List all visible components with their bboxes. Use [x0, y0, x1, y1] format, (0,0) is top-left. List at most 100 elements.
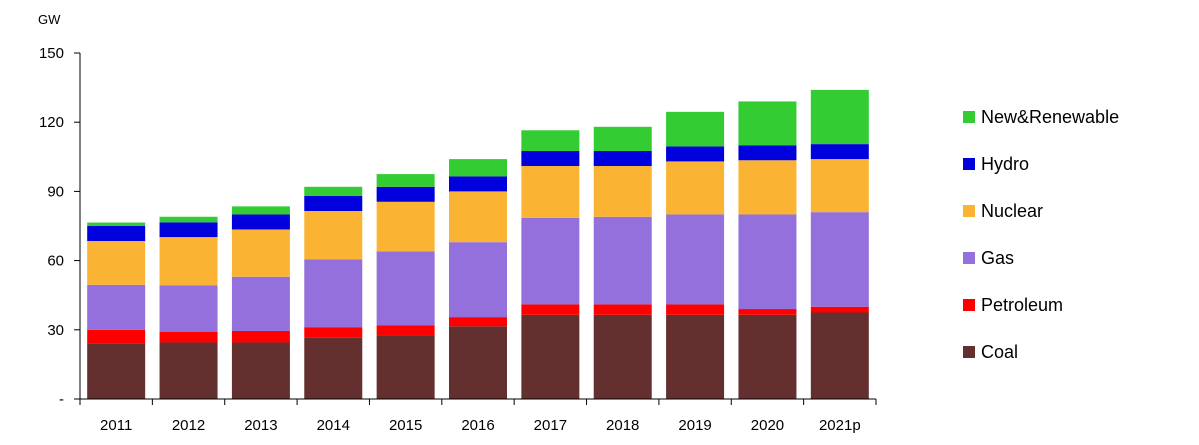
bar-segment-petroleum-2020 — [738, 309, 797, 315]
legend-item-petroleum: Petroleum — [963, 295, 1063, 315]
x-tick-label: 2012 — [172, 417, 205, 434]
y-tick-label: 90 — [47, 183, 64, 200]
bar-segment-gas-2019 — [666, 214, 725, 305]
axes-layer: - 30 60 90 120 150 2011 2012 2013 2014 2015 2016 201… — [39, 45, 877, 434]
bar-segment-gas-2020 — [738, 214, 797, 310]
bar-segment-new-renewable-2014 — [304, 186, 363, 197]
bar-segment-nuclear-2012 — [159, 237, 218, 286]
bar-segment-nuclear-2015 — [376, 201, 435, 252]
y-tick-label: 120 — [39, 114, 64, 131]
y-tick-label: - — [59, 391, 64, 408]
bar-segment-gas-2015 — [376, 251, 435, 326]
bar-segment-hydro-2012 — [159, 222, 218, 238]
bar-segment-nuclear-2013 — [231, 229, 290, 277]
legend-label: Petroleum — [981, 295, 1063, 315]
y-tick-label: 60 — [47, 253, 64, 270]
legend-item-coal: Coal — [963, 342, 1018, 362]
bar-segment-nuclear-2020 — [738, 160, 797, 215]
x-tick-label: 2016 — [461, 417, 494, 434]
bar-segment-new-renewable-2021p — [810, 89, 869, 145]
bar-segment-coal-2013 — [231, 342, 290, 399]
legend-item-nuclear: Nuclear — [963, 201, 1043, 221]
legend-swatch — [963, 346, 975, 358]
bar-segment-nuclear-2016 — [449, 191, 507, 243]
bar-segment-coal-2018 — [593, 314, 652, 399]
bar-segment-gas-2021p — [810, 212, 869, 307]
bar-segment-coal-2017 — [521, 314, 580, 399]
bar-segment-nuclear-2019 — [666, 161, 725, 215]
x-tick-label: 2017 — [534, 417, 567, 434]
bar-segment-new-renewable-2011 — [87, 222, 146, 226]
legend-swatch — [963, 299, 975, 311]
x-tick-label: 2011 — [100, 417, 132, 434]
bar-segment-petroleum-2017 — [521, 304, 580, 315]
bar-segment-gas-2011 — [87, 284, 146, 330]
bar-segment-petroleum-2018 — [593, 304, 652, 315]
bar-segment-hydro-2018 — [593, 151, 652, 167]
legend-swatch — [963, 205, 975, 217]
bar-segment-hydro-2017 — [521, 151, 580, 167]
x-tick-label: 2015 — [389, 417, 422, 434]
bar-segment-petroleum-2021p — [810, 306, 869, 313]
bars-layer — [87, 89, 869, 399]
bar-segment-hydro-2013 — [231, 214, 290, 230]
bar-segment-coal-2015 — [376, 335, 435, 399]
legend: New&Renewable Hydro Nuclear Gas Petroleum Coa… — [963, 107, 1119, 362]
bar-segment-gas-2014 — [304, 259, 363, 328]
legend-item-hydro: Hydro — [963, 154, 1029, 174]
bar-segment-new-renewable-2018 — [593, 126, 652, 152]
bar-segment-nuclear-2018 — [593, 166, 652, 217]
bar-segment-new-renewable-2020 — [738, 101, 797, 146]
bar-segment-hydro-2015 — [376, 186, 435, 202]
legend-swatch — [963, 158, 975, 170]
bar-segment-petroleum-2019 — [666, 304, 725, 315]
bar-segment-gas-2017 — [521, 217, 580, 305]
bar-segment-petroleum-2013 — [231, 330, 290, 343]
bar-segment-gas-2016 — [449, 242, 507, 318]
bar-segment-petroleum-2014 — [304, 327, 363, 338]
bar-segment-new-renewable-2012 — [159, 216, 218, 223]
x-tick-label: 2018 — [606, 417, 639, 434]
bar-segment-coal-2012 — [159, 342, 218, 399]
bar-segment-coal-2016 — [449, 326, 507, 399]
bar-segment-new-renewable-2015 — [376, 174, 435, 187]
x-tick-label: 2019 — [678, 417, 711, 434]
bar-segment-coal-2014 — [304, 337, 363, 399]
bar-segment-nuclear-2021p — [810, 159, 869, 213]
bar-segment-new-renewable-2013 — [231, 206, 290, 215]
bar-segment-gas-2018 — [593, 216, 652, 305]
bar-segment-hydro-2016 — [449, 176, 507, 192]
bar-segment-new-renewable-2017 — [521, 130, 580, 152]
legend-item-gas: Gas — [963, 248, 1014, 268]
bar-segment-hydro-2019 — [666, 146, 725, 162]
legend-label: Coal — [981, 342, 1018, 362]
bar-segment-petroleum-2016 — [449, 317, 507, 327]
legend-swatch — [963, 252, 975, 264]
bar-segment-petroleum-2011 — [87, 329, 146, 344]
legend-swatch — [963, 111, 975, 123]
x-tick-label: 2021p — [819, 417, 861, 434]
bar-segment-hydro-2020 — [738, 145, 797, 161]
bar-segment-nuclear-2011 — [87, 240, 146, 285]
bar-segment-hydro-2011 — [87, 226, 146, 241]
legend-label: New&Renewable — [981, 107, 1119, 127]
bar-segment-coal-2019 — [666, 314, 725, 399]
bar-segment-new-renewable-2016 — [449, 159, 507, 177]
bar-segment-petroleum-2015 — [376, 325, 435, 336]
x-tick-label: 2013 — [244, 417, 277, 434]
bar-segment-coal-2020 — [738, 314, 797, 399]
bar-segment-coal-2011 — [87, 343, 146, 399]
y-tick-label: 30 — [47, 322, 64, 339]
bar-segment-new-renewable-2019 — [666, 111, 725, 147]
bar-segment-hydro-2014 — [304, 196, 363, 211]
bar-segment-nuclear-2017 — [521, 166, 580, 218]
legend-label: Gas — [981, 248, 1014, 268]
bar-segment-coal-2021p — [810, 312, 869, 399]
y-tick-label: 150 — [39, 45, 64, 62]
y-axis-unit-label: GW — [38, 12, 61, 27]
legend-item-new-renewable: New&Renewable — [963, 107, 1119, 127]
bar-segment-gas-2013 — [231, 276, 290, 331]
x-tick-label: 2020 — [751, 417, 784, 434]
